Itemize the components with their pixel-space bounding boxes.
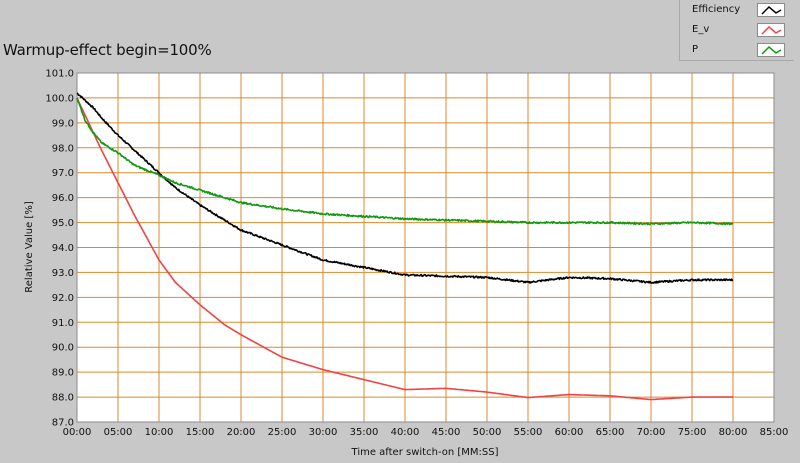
y-tick-label: 94.0 [52, 243, 74, 254]
y-tick-label: 92.0 [52, 293, 74, 304]
x-tick-label: 50:00 [473, 427, 502, 438]
y-tick-label: 91.0 [52, 318, 74, 329]
x-tick-label: 40:00 [391, 427, 420, 438]
series-line-efficiency [76, 92, 734, 284]
legend-line-icon [761, 25, 782, 35]
x-tick-label: 35:00 [350, 427, 379, 438]
y-tick-label: 89.0 [52, 368, 74, 379]
x-tick-label: 85:00 [760, 427, 789, 438]
y-tick-label: 88.0 [52, 393, 74, 404]
y-tick-label: 87.0 [52, 418, 74, 429]
x-tick-label: 55:00 [514, 427, 543, 438]
x-tick-label: 65:00 [596, 427, 625, 438]
legend-line-icon [761, 5, 782, 15]
legend-item-e-v[interactable]: E_v [680, 21, 794, 40]
y-tick-label: 96.0 [52, 193, 74, 204]
legend-swatch [757, 43, 785, 57]
grid [77, 73, 774, 422]
series-line-p [76, 97, 734, 226]
y-axis: 87.0 88.0 89.0 90.0 91.0 92.0 93.0 94.0 95.0 96.0… [45, 69, 74, 429]
y-tick-label: 99.0 [52, 118, 74, 129]
x-tick-label: 20:00 [227, 427, 256, 438]
x-tick-label: 25:00 [268, 427, 297, 438]
legend-item-efficiency[interactable]: Efficiency [680, 1, 794, 20]
x-tick-label: 30:00 [309, 427, 338, 438]
y-tick-label: 101.0 [45, 69, 74, 80]
y-tick-label: 100.0 [45, 93, 74, 104]
y-tick-label: 97.0 [52, 168, 74, 179]
x-axis-label: Time after switch-on [MM:SS] [351, 447, 499, 458]
y-axis-label: Relative Value [%] [24, 201, 35, 293]
legend-label: E_v [692, 24, 710, 35]
y-tick-label: 95.0 [52, 218, 74, 229]
x-tick-label: 10:00 [145, 427, 174, 438]
x-tick-label: 75:00 [678, 427, 707, 438]
legend-label: Efficiency [692, 4, 741, 15]
legend-label: P [692, 44, 699, 55]
legend-swatch [757, 23, 785, 37]
x-tick-label: 60:00 [555, 427, 584, 438]
legend-item-p[interactable]: P [680, 41, 794, 60]
x-tick-label: 80:00 [719, 427, 748, 438]
x-tick-label: 05:00 [104, 427, 133, 438]
x-tick-label: 45:00 [432, 427, 461, 438]
y-tick-label: 90.0 [52, 343, 74, 354]
x-tick-label: 15:00 [186, 427, 215, 438]
series-line-e-v [76, 97, 734, 401]
x-tick-label: 70:00 [637, 427, 666, 438]
legend-line-icon [761, 45, 782, 55]
x-tick-label: 00:00 [63, 427, 92, 438]
x-axis: 00:00 05:00 10:00 15:00 20:00 25:00 30:00 35:00… [63, 427, 789, 438]
y-tick-label: 98.0 [52, 143, 74, 154]
chart-title: Warmup-effect begin=100% [3, 41, 212, 59]
legend-swatch [757, 3, 785, 17]
y-tick-label: 93.0 [52, 268, 74, 279]
legend: Efficiency E_v P [679, 0, 794, 61]
series-group [76, 92, 734, 401]
